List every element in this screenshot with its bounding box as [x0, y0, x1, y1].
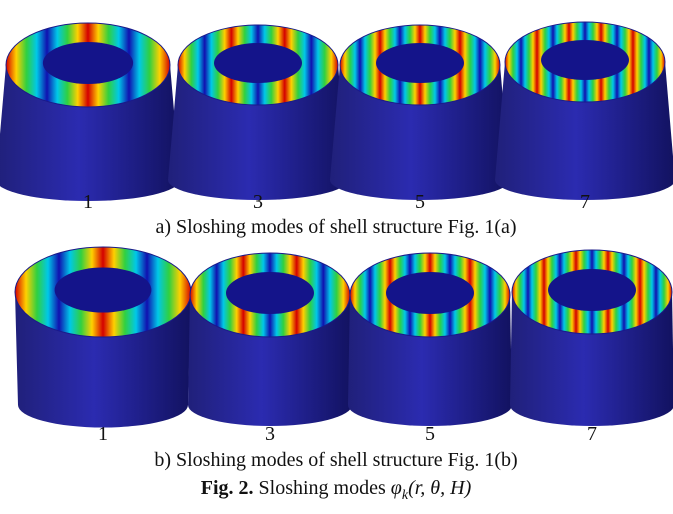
panel-caption: a) Sloshing modes of shell structure Fig… [155, 216, 516, 238]
mode-number: 7 [587, 423, 597, 445]
mode-number: 3 [265, 423, 275, 445]
figure-caption: Fig. 2. Sloshing modes φk(r, θ, H) [201, 477, 472, 503]
panel-caption: b) Sloshing modes of shell structure Fig… [154, 449, 517, 471]
inner-hole [386, 272, 474, 314]
mode-number: 5 [415, 191, 425, 213]
figure-label: Fig. 2. [201, 477, 254, 499]
mode-number: 3 [253, 191, 263, 213]
figure: 1 3 5 7 1 3 5 7 a) Sloshing modes of shell stru… [0, 0, 673, 514]
math-symbol: φ [391, 477, 402, 499]
mode-number: 1 [98, 423, 108, 445]
caption-text: Sloshing modes [254, 477, 391, 499]
mode-number: 5 [425, 423, 435, 445]
inner-hole [55, 268, 152, 313]
inner-hole [43, 42, 133, 84]
inner-hole [548, 269, 636, 311]
mode-number: 1 [83, 191, 93, 213]
math-args: (r, θ, H) [408, 477, 471, 499]
inner-hole [214, 43, 302, 83]
mode-number: 7 [580, 191, 590, 213]
inner-hole [226, 272, 314, 314]
inner-hole [376, 43, 464, 83]
inner-hole [541, 40, 629, 80]
